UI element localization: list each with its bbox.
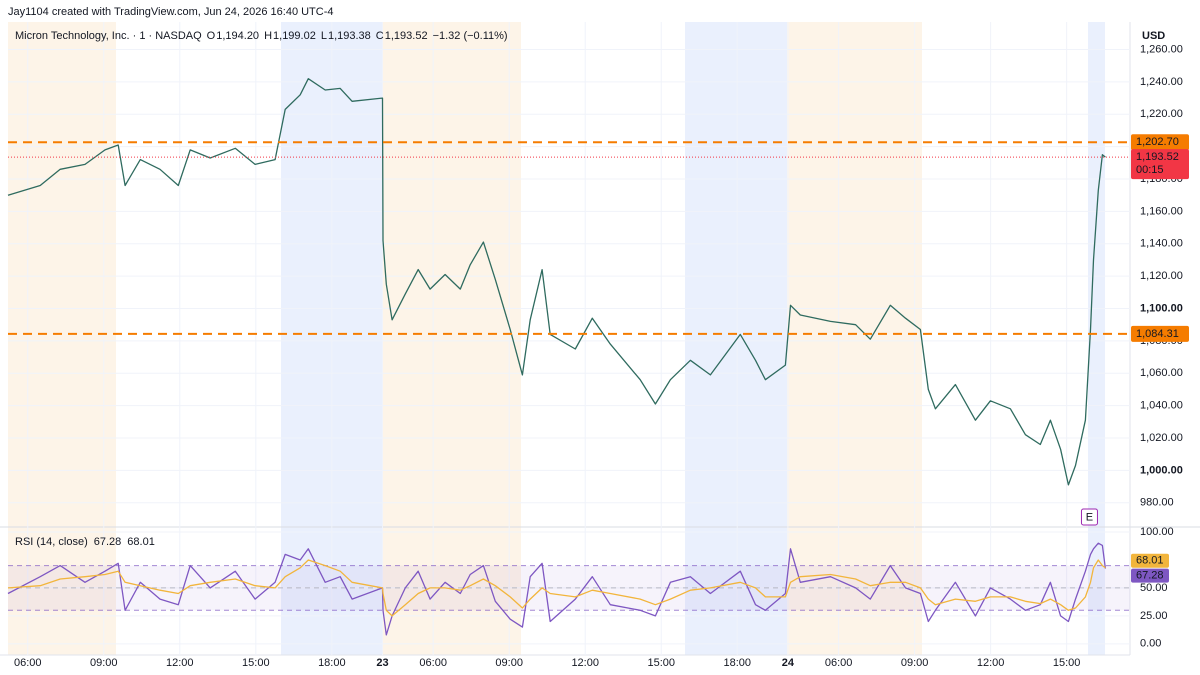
last-price-badge <box>1131 149 1189 180</box>
y-tick-label: 1,120.00 <box>1140 270 1183 282</box>
legend-text: 1,194.20 <box>216 30 259 42</box>
legend-text: 68.01 <box>127 536 155 548</box>
level-badge <box>1131 325 1189 342</box>
x-tick-label: 06:00 <box>419 657 447 669</box>
last-price-label: 1,193.52 <box>1136 151 1179 163</box>
premarket <box>8 22 116 655</box>
y-tick-label: 1,020.00 <box>1140 432 1183 444</box>
legend-text: 1,193.52 <box>385 30 428 42</box>
x-tick-label: 06:00 <box>14 657 42 669</box>
x-tick-label: 15:00 <box>1053 657 1081 669</box>
y-tick-label: 1,100.00 <box>1140 302 1183 314</box>
legend-text: Micron Technology, Inc. · 1 · NASDAQ <box>15 30 202 42</box>
earnings-label: E <box>1086 511 1093 523</box>
rsi-badge <box>1131 553 1169 568</box>
y-tick-label: 100.00 <box>1140 526 1174 538</box>
earnings-marker <box>1080 508 1098 526</box>
postmarket <box>685 22 787 655</box>
y-tick-label: 1,260.00 <box>1140 43 1183 55</box>
y-tick-label: 1,000.00 <box>1140 464 1183 476</box>
x-tick-label: 15:00 <box>647 657 675 669</box>
x-tick-label: 18:00 <box>723 657 751 669</box>
x-tick-label: 06:00 <box>825 657 853 669</box>
attribution: Jay1104 created with TradingView.com, Ju… <box>8 6 334 18</box>
y-tick-label: 980.00 <box>1140 497 1174 509</box>
legend-text: RSI (14, close) <box>15 536 88 548</box>
x-tick-label: 18:00 <box>318 657 346 669</box>
x-tick-label: 09:00 <box>90 657 118 669</box>
x-tick-label: 09:00 <box>495 657 523 669</box>
premarket <box>787 22 922 655</box>
y-tick-label: 1,240.00 <box>1140 76 1183 88</box>
y-tick-label: 1,140.00 <box>1140 238 1183 250</box>
countdown-label: 00:15 <box>1136 164 1164 176</box>
rsi-badge <box>1131 568 1169 583</box>
level-badge-label: 1,202.70 <box>1136 136 1179 148</box>
level-badge <box>1131 134 1189 151</box>
x-tick-label: 12:00 <box>571 657 599 669</box>
x-tick-label: 23 <box>376 657 388 669</box>
y-tick-label: 1,160.00 <box>1140 205 1183 217</box>
legend-text: 1,199.02 <box>273 30 316 42</box>
currency-box <box>1131 22 1200 44</box>
x-tick-label: 09:00 <box>901 657 929 669</box>
y-tick-label: 0.00 <box>1140 638 1161 650</box>
x-tick-label: 24 <box>782 657 795 669</box>
x-tick-label: 12:00 <box>166 657 194 669</box>
y-tick-label: 50.00 <box>1140 582 1168 594</box>
postmarket <box>1088 22 1105 655</box>
y-tick-label: 1,060.00 <box>1140 367 1183 379</box>
legend-text: C <box>376 30 384 42</box>
legend-text: 67.28 <box>94 536 122 548</box>
y-tick-label: 1,040.00 <box>1140 400 1183 412</box>
rsi-badge-label: 68.01 <box>1136 555 1164 567</box>
x-tick-label: 12:00 <box>977 657 1005 669</box>
y-tick-label: 25.00 <box>1140 610 1168 622</box>
legend-text: O <box>207 30 216 42</box>
session-shading <box>8 22 1105 655</box>
premarket <box>382 22 521 655</box>
series-line <box>7 542 1107 636</box>
legend-text: 1,193.38 <box>328 30 371 42</box>
level-badge-label: 1,084.31 <box>1136 328 1179 340</box>
series-line <box>7 559 1106 617</box>
series-line <box>7 78 1106 486</box>
legend-text: H <box>264 30 272 42</box>
y-tick-label: 1,220.00 <box>1140 108 1183 120</box>
currency-label: USD <box>1142 30 1165 42</box>
legend-text: −1.32 (−0.11%) <box>433 30 508 42</box>
rsi-badge-label: 67.28 <box>1136 570 1164 582</box>
x-tick-label: 15:00 <box>242 657 270 669</box>
legend-text: L <box>321 30 327 42</box>
